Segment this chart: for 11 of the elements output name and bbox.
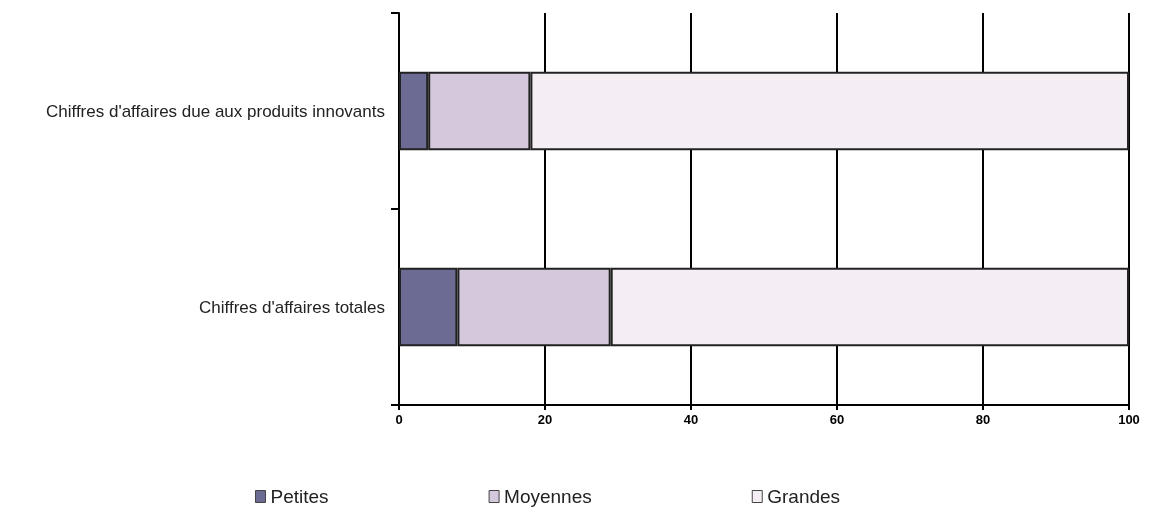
x-tick-label: 20: [537, 412, 553, 427]
legend-label: Grandes: [767, 486, 841, 507]
x-tick-label: 0: [395, 412, 403, 427]
y-tick-label: Chiffres d'affaires due aux produits innovants: [45, 101, 385, 121]
x-tick-label: 100: [1118, 412, 1140, 427]
y-tick-label: Chiffres d'affaires totales: [199, 297, 385, 317]
legend-label: Petites: [270, 486, 329, 507]
x-tick-label: 80: [975, 412, 991, 427]
x-tick-label: 40: [683, 412, 699, 427]
legend-label: Moyennes: [504, 486, 592, 507]
x-tick-label: 60: [829, 412, 845, 427]
